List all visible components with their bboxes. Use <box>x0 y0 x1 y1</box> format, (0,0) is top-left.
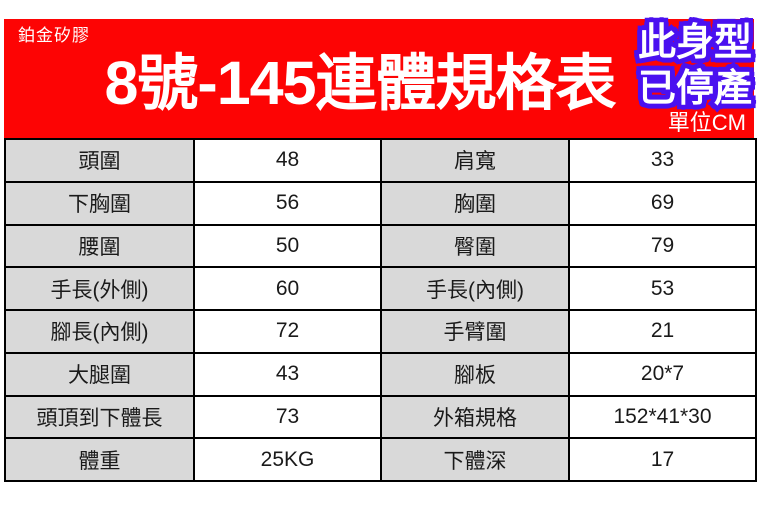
table-row: 頭頂到下體長 73 外箱規格 152*41*30 <box>4 394 757 440</box>
page-title: 8號-145連體規格表 <box>104 49 616 117</box>
table-row: 腰圍 50 臀圍 79 <box>4 223 757 269</box>
table-row: 手長(外側) 60 手長(內側) 53 <box>4 266 757 311</box>
spec-value: 73 <box>193 394 382 440</box>
spec-value: 25KG <box>193 437 382 482</box>
spec-label: 胸圍 <box>380 180 570 226</box>
spec-table: 頭圍 48 肩寬 33 下胸圍 56 胸圍 69 腰圍 50 臀圍 79 手長(… <box>4 138 757 482</box>
table-row: 頭圍 48 肩寬 33 <box>4 138 757 183</box>
spec-value: 69 <box>568 180 757 226</box>
spec-value: 48 <box>193 138 382 183</box>
badge-text-outline: 此身型 <box>633 18 756 69</box>
spec-value: 33 <box>568 138 757 183</box>
spec-label: 肩寬 <box>380 138 570 183</box>
spec-value: 60 <box>193 266 382 311</box>
spec-label: 手臂圍 <box>380 309 570 354</box>
spec-label: 頭圍 <box>4 138 195 183</box>
table-row: 大腿圍 43 腳板 20*7 <box>4 351 757 397</box>
badge-text-outline: 已停產 <box>633 64 756 115</box>
unit-label: 單位CM <box>667 110 746 135</box>
spec-label: 腳板 <box>380 351 570 397</box>
spec-value: 17 <box>568 437 757 482</box>
table-row: 下胸圍 56 胸圍 69 <box>4 180 757 226</box>
spec-label: 臀圍 <box>380 223 570 269</box>
table-row: 腳長(內側) 72 手臂圍 21 <box>4 309 757 354</box>
badge-text: 此身型 <box>637 22 752 64</box>
badge-line-1: 此身型 此身型 <box>633 18 756 69</box>
spec-label: 大腿圍 <box>4 351 195 397</box>
spec-label: 腰圍 <box>4 223 195 269</box>
spec-label: 下體深 <box>380 437 570 482</box>
spec-label: 外箱規格 <box>380 394 570 440</box>
spec-value: 43 <box>193 351 382 397</box>
discontinued-badge: 此身型 此身型 已停產 已停產 <box>633 18 756 115</box>
spec-value: 20*7 <box>568 351 757 397</box>
spec-label: 手長(外側) <box>4 266 195 311</box>
spec-label: 體重 <box>4 437 195 482</box>
spec-label: 腳長(內側) <box>4 309 195 354</box>
spec-label: 下胸圍 <box>4 180 195 226</box>
badge-text: 已停產 <box>637 68 752 110</box>
badge-line-2: 已停產 已停產 <box>633 64 756 115</box>
header-banner: 鉑金矽膠 8號-145連體規格表 此身型 此身型 已停產 已停產 單位CM <box>4 18 757 138</box>
spec-value: 79 <box>568 223 757 269</box>
table-row: 體重 25KG 下體深 17 <box>4 437 757 482</box>
spec-label: 手長(內側) <box>380 266 570 311</box>
spec-value: 50 <box>193 223 382 269</box>
spec-value: 56 <box>193 180 382 226</box>
spec-label: 頭頂到下體長 <box>4 394 195 440</box>
brand-label: 鉑金矽膠 <box>18 26 90 45</box>
spec-value: 53 <box>568 266 757 311</box>
spec-value: 152*41*30 <box>568 394 757 440</box>
spec-value: 72 <box>193 309 382 354</box>
spec-value: 21 <box>568 309 757 354</box>
